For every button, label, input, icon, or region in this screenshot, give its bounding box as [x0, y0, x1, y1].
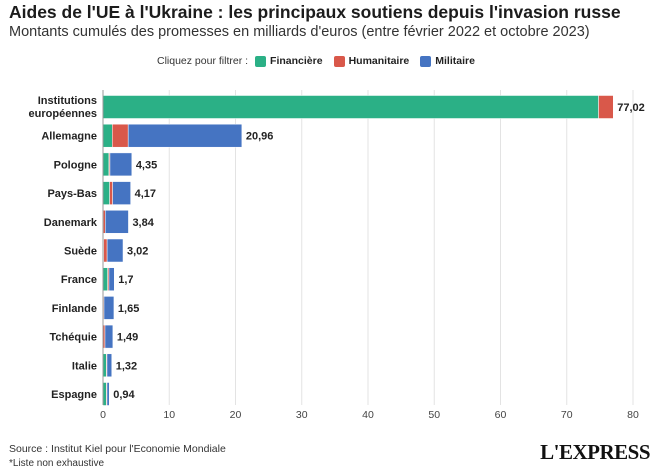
bar-allemagne-humanitaire: [112, 123, 129, 148]
x-tick-label: 10: [163, 409, 175, 421]
category-label-tchequie: Tchéquie: [50, 332, 97, 344]
total-label-tchequie: 1,49: [117, 332, 138, 344]
category-label-institutions-europeennes: Institutions européennes: [29, 95, 97, 120]
bar-allemagne-militaire: [127, 123, 243, 148]
bar-pays-bas-militaire: [112, 181, 131, 205]
total-label-suede: 3,02: [127, 246, 148, 258]
legend-swatch-militaire: [420, 55, 432, 67]
chart-subtitle: Montants cumulés des promesses en millia…: [9, 24, 590, 40]
x-tick-label: 70: [561, 409, 573, 421]
bar-danemark-militaire: [105, 210, 129, 234]
bar-espagne-militaire: [106, 382, 110, 406]
category-label-france: France: [61, 274, 97, 286]
x-tick-label: 30: [296, 409, 308, 421]
total-label-espagne: 0,94: [113, 389, 135, 401]
total-label-pologne: 4,35: [136, 159, 157, 171]
bar-pologne-militaire: [109, 152, 133, 177]
x-tick-label: 20: [230, 409, 242, 421]
total-label-pays-bas: 4,17: [135, 188, 156, 200]
bar-chart: 0 10 20 30 40 50 60 70 80 Institutions européennes…: [29, 90, 645, 421]
legend-item-financiere[interactable]: Financière: [255, 55, 323, 67]
category-label-pays-bas: Pays-Bas: [47, 188, 97, 200]
bar-suede-militaire: [106, 238, 124, 263]
bar-danemark-humanitaire: [103, 210, 106, 234]
bar-france-militaire: [108, 267, 115, 291]
category-label-pologne: Pologne: [54, 159, 97, 171]
legend-item-humanitaire[interactable]: Humanitaire: [333, 55, 410, 67]
source-note: Source : Institut Kiel pour l'Economie M…: [9, 443, 226, 455]
category-label-suede: Suède: [64, 246, 97, 258]
total-label-allemagne: 20,96: [246, 131, 274, 143]
legend-label-humanitaire: Humanitaire: [348, 55, 410, 67]
bar-institutions-europeennes-humanitaire: [598, 95, 614, 119]
bar-institutions-europeennes-financiere: [102, 95, 599, 119]
x-tick-label: 60: [495, 409, 507, 421]
bar-suede-humanitaire: [103, 238, 108, 263]
bar-tchequie-militaire: [104, 324, 114, 349]
chart-title: Aides de l'UE à l'Ukraine : les principa…: [9, 2, 621, 22]
total-label-france: 1,7: [118, 274, 133, 286]
category-label-finlande: Finlande: [52, 303, 97, 315]
x-tick-label: 0: [100, 409, 106, 421]
total-label-finlande: 1,65: [118, 303, 139, 315]
x-tick-label: 40: [362, 409, 374, 421]
bar-pologne-financiere: [102, 152, 110, 177]
x-tick-label: 80: [627, 409, 639, 421]
bar-pays-bas-financiere: [102, 181, 110, 205]
legend-label-militaire: Militaire: [435, 55, 475, 67]
bar-italie-militaire: [106, 353, 112, 378]
x-tick-label: 50: [428, 409, 440, 421]
publisher-logo: L'EXPRESS: [540, 440, 650, 464]
category-label-espagne: Espagne: [51, 389, 97, 401]
bar-allemagne-financiere: [102, 123, 113, 148]
legend-swatch-financiere: [255, 55, 267, 67]
legend: Cliquez pour filtrer : Financière Humani…: [157, 54, 486, 68]
legend-prompt: Cliquez pour filtrer :: [157, 55, 249, 67]
total-label-danemark: 3,84: [132, 217, 154, 229]
category-label-italie: Italie: [72, 360, 97, 372]
category-label-danemark: Danemark: [44, 217, 98, 229]
total-label-italie: 1,32: [116, 360, 137, 372]
bar-france-financiere: [102, 267, 108, 291]
legend-swatch-humanitaire: [333, 55, 345, 67]
legend-label-financiere: Financière: [270, 55, 323, 67]
legend-item-militaire[interactable]: Militaire: [420, 55, 475, 67]
list-note: *Liste non exhaustive: [9, 458, 105, 469]
category-label-allemagne: Allemagne: [41, 131, 97, 143]
bar-pays-bas-humanitaire: [109, 181, 113, 205]
bar-finlande-militaire: [103, 296, 115, 320]
total-label-institutions-europeennes: 77,02: [617, 102, 645, 114]
